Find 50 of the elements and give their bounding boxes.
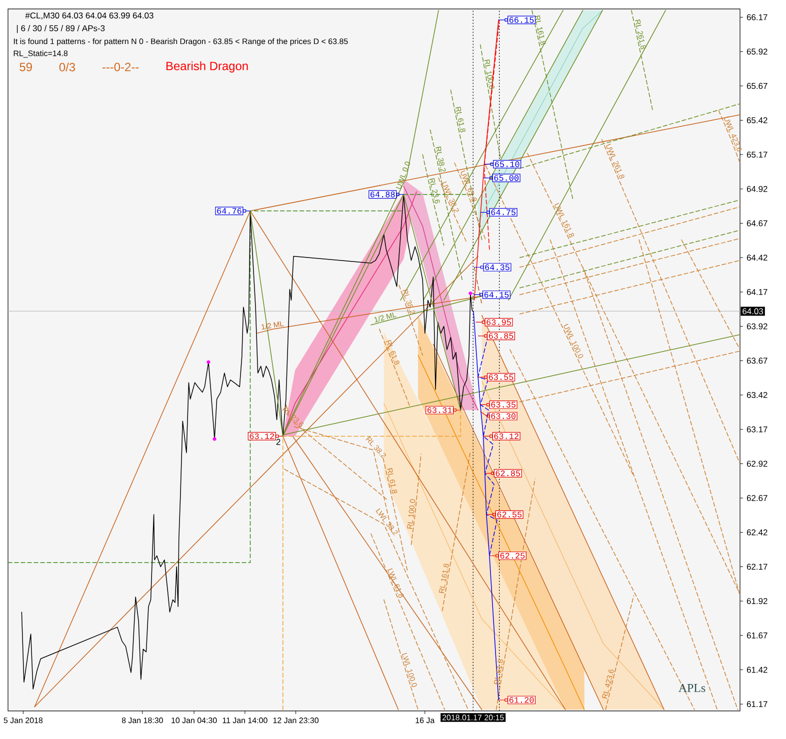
annotation: 63.12	[494, 433, 518, 440]
y-tick-label: 64.92	[746, 186, 768, 192]
y-tick-label: 63.92	[746, 323, 768, 330]
annotation: 64.75	[491, 209, 516, 216]
y-tick-label: 64.17	[746, 288, 768, 295]
y-tick-label: 61.92	[746, 598, 768, 604]
y-tick-label: 64.42	[746, 254, 768, 261]
annotation: Bearish Dragon	[166, 61, 248, 73]
y-tick-label: 66.17	[746, 14, 768, 20]
y-tick-label: 62.42	[746, 529, 768, 536]
annotation: 59	[20, 62, 32, 72]
annotation: 65.10	[495, 161, 520, 168]
annotation: ---0-2--	[102, 62, 139, 72]
y-tick-label: 61.42	[746, 666, 768, 673]
annotation: 63.12	[250, 433, 274, 440]
annotation: 63.95	[486, 319, 511, 326]
annotation: 64.88	[370, 192, 395, 198]
annotation: 63.55	[488, 374, 514, 380]
y-tick-label: 65.92	[746, 48, 768, 55]
y-tick-label: 63.42	[746, 392, 768, 398]
annotation: 62.85	[496, 470, 520, 476]
annotation: 64.35	[485, 264, 510, 270]
annotation: 63.31	[427, 407, 452, 413]
y-tick-label: 65.42	[746, 117, 768, 124]
y-tick-label: 64.67	[746, 220, 768, 226]
text: | 6 / 30 / 55 / 89 / APs-3	[16, 25, 105, 33]
annotation: 62.55	[497, 512, 522, 518]
annotation: 63.85	[488, 333, 514, 339]
annotation: 64.15	[484, 292, 509, 298]
y-tick-label: 63.17	[746, 426, 768, 432]
y-tick-label: 63.67	[746, 358, 768, 364]
annotation: 2	[276, 438, 280, 445]
y-tick-label: 61.67	[746, 632, 768, 638]
y-tick-label: 62.67	[746, 495, 768, 502]
chart-title: #CL,M30 64.03 64.04 63.99 64.03	[25, 12, 154, 20]
annotation: 64.76	[217, 208, 242, 214]
annotation: 65.00	[494, 175, 519, 181]
annotation: 63.30	[491, 413, 516, 420]
ref-line-label: 64.03	[742, 308, 764, 314]
y-tick-label: 61.17	[746, 701, 768, 708]
annotation: 66.15	[509, 17, 534, 23]
annotation: 63.35	[491, 402, 516, 408]
annotation: 0/3	[59, 62, 75, 72]
y-tick-label: 62.92	[746, 460, 768, 467]
y-tick-label: 65.17	[746, 152, 768, 158]
y-tick-label: 65.67	[746, 82, 768, 89]
annotation: APLs	[678, 684, 706, 692]
annotation: 61.20	[509, 697, 534, 703]
annotation: 62.25	[500, 552, 525, 559]
y-tick-label: 62.17	[746, 564, 768, 570]
